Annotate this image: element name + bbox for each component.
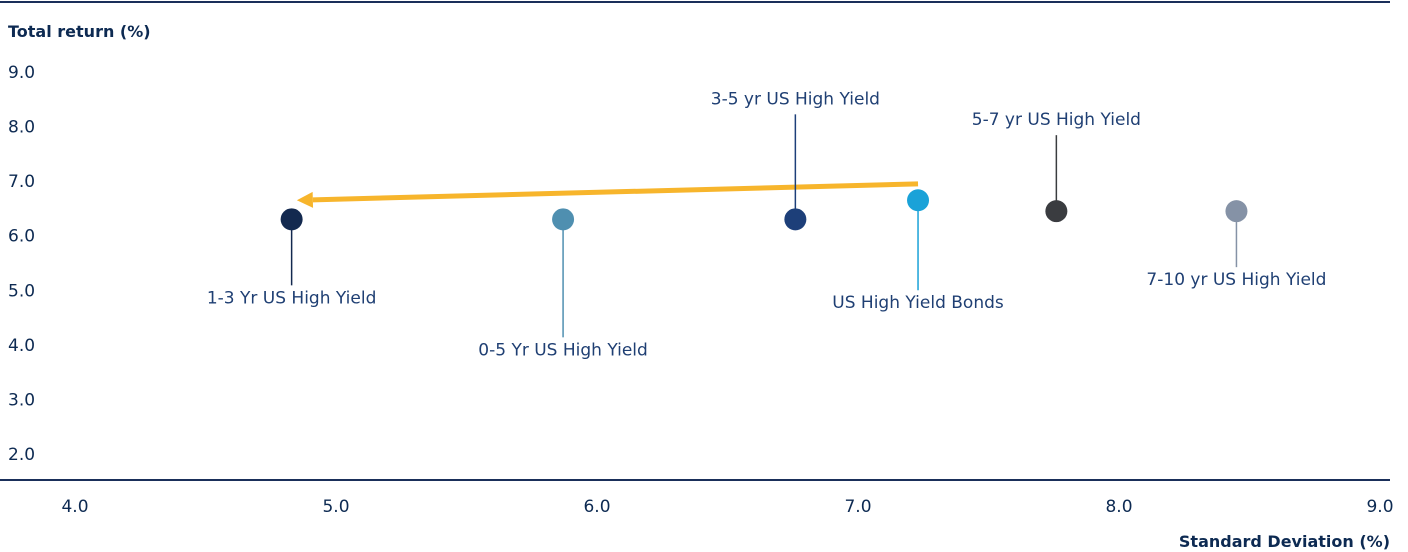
plot-area: 1-3 Yr US High Yield 0-5 Yr US High Yield… xyxy=(207,89,1327,360)
data-point-label: US High Yield Bonds xyxy=(832,293,1004,313)
y-axis-title: Total return (%) xyxy=(8,22,151,41)
x-tick-label: 8.0 xyxy=(1105,497,1132,517)
data-point-label: 1-3 Yr US High Yield xyxy=(207,288,377,308)
data-point[interactable] xyxy=(907,189,930,212)
x-tick-label: 4.0 xyxy=(61,497,88,517)
y-tick-label: 3.0 xyxy=(8,390,35,410)
data-point-label: 3-5 yr US High Yield xyxy=(711,89,880,109)
x-tick-label: 7.0 xyxy=(844,497,871,517)
y-tick-label: 6.0 xyxy=(8,227,35,247)
y-tick-label: 2.0 xyxy=(8,445,35,465)
y-tick-label: 8.0 xyxy=(8,118,35,138)
data-point-label: 5-7 yr US High Yield xyxy=(972,110,1141,130)
data-point-label: 0-5 Yr US High Yield xyxy=(478,340,648,360)
data-point[interactable] xyxy=(784,208,807,231)
data-point[interactable] xyxy=(1225,200,1248,223)
data-point[interactable] xyxy=(1045,200,1068,223)
data-point-label: 7-10 yr US High Yield xyxy=(1146,270,1326,290)
y-tick-label: 7.0 xyxy=(8,172,35,192)
trend-arrow-shaft xyxy=(312,181,919,203)
y-tick-label: 9.0 xyxy=(8,63,35,83)
x-tick-label: 6.0 xyxy=(583,497,610,517)
trend-arrow-head xyxy=(296,191,314,208)
x-axis-title: Standard Deviation (%) xyxy=(1179,532,1390,551)
y-tick-label: 4.0 xyxy=(8,336,35,356)
y-tick-label: 5.0 xyxy=(8,281,35,301)
x-axis-ticks: 4.0 5.0 6.0 7.0 8.0 9.0 xyxy=(61,497,1393,517)
data-point[interactable] xyxy=(552,208,575,231)
x-tick-label: 5.0 xyxy=(322,497,349,517)
y-axis-ticks: 9.0 8.0 7.0 6.0 5.0 4.0 3.0 2.0 xyxy=(8,63,35,465)
data-point[interactable] xyxy=(280,208,303,231)
x-tick-label: 9.0 xyxy=(1366,497,1393,517)
